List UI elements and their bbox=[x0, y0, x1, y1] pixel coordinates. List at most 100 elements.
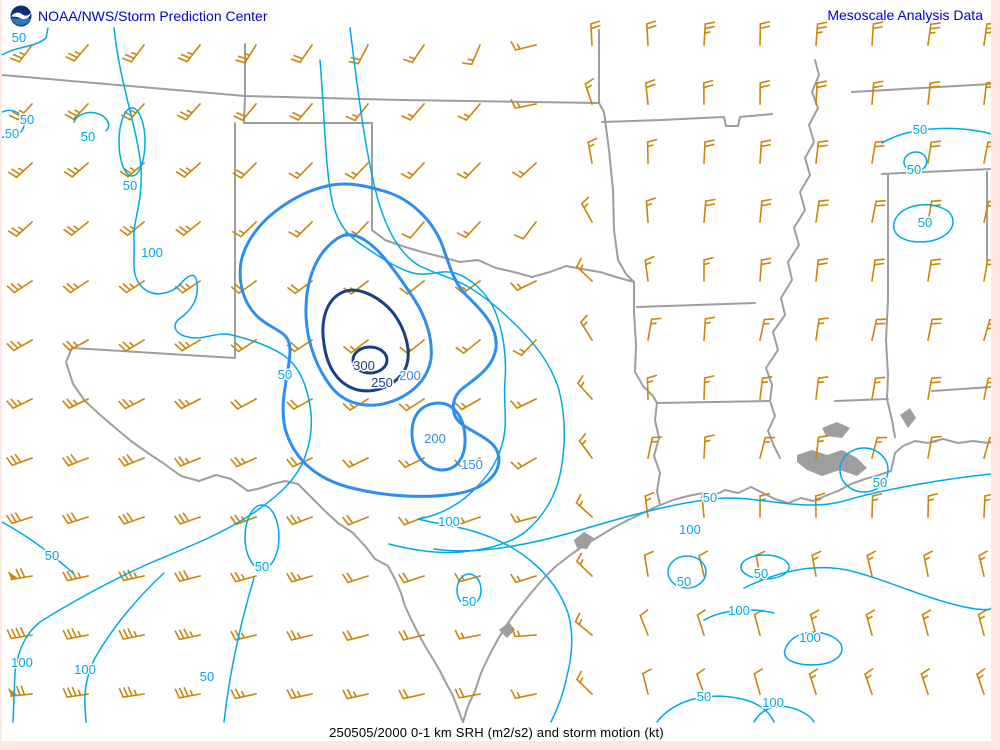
wind-barb bbox=[983, 259, 991, 282]
wind-barb bbox=[117, 512, 146, 526]
wind-barb bbox=[455, 338, 482, 355]
wind-barb bbox=[584, 77, 595, 106]
header-title-link[interactable]: NOAA/NWS/Storm Prediction Center bbox=[38, 8, 268, 24]
wind-barb bbox=[576, 374, 594, 401]
wind-barb bbox=[575, 552, 594, 578]
wind-barb bbox=[341, 572, 370, 584]
wind-barb bbox=[402, 43, 426, 64]
wind-barb bbox=[920, 667, 931, 696]
contour-label-100: 100 bbox=[141, 245, 163, 260]
wind-barb bbox=[510, 397, 538, 410]
border-nm-tx bbox=[71, 122, 236, 359]
border-ok-ar-tx-sabine bbox=[633, 281, 661, 506]
wind-barb bbox=[703, 21, 716, 46]
contour-50-nm-tall-oval bbox=[118, 107, 146, 177]
wind-barb bbox=[454, 397, 482, 411]
contour-label-50: 50 bbox=[873, 475, 887, 490]
wind-barb bbox=[232, 220, 258, 238]
wind-barb bbox=[927, 140, 942, 164]
coastal-water-bodies bbox=[499, 408, 916, 638]
wind-barb bbox=[6, 338, 34, 352]
wind-barb bbox=[983, 200, 991, 223]
wind-barb bbox=[117, 454, 146, 467]
wind-barb bbox=[62, 338, 90, 352]
contour-50-setx-oval bbox=[456, 573, 482, 607]
contour-label-250: 250 bbox=[371, 375, 393, 390]
wind-barb bbox=[232, 161, 258, 180]
wind-barb bbox=[5, 511, 34, 525]
contour-label-50: 50 bbox=[697, 689, 711, 704]
wind-barb bbox=[174, 279, 202, 294]
wind-barb bbox=[703, 316, 716, 341]
border-mo-ar bbox=[601, 113, 773, 127]
wind-barb bbox=[575, 257, 594, 283]
wind-barb bbox=[983, 493, 991, 518]
contour-100-gulf-squiggle bbox=[703, 609, 775, 621]
contour-label-50: 50 bbox=[677, 574, 691, 589]
wind-barb bbox=[345, 102, 370, 122]
contour-label-50: 50 bbox=[81, 129, 95, 144]
wind-barb bbox=[927, 318, 943, 341]
wind-barb bbox=[344, 161, 370, 180]
border-ar-la bbox=[656, 400, 771, 404]
contour-label-200: 200 bbox=[424, 431, 446, 446]
arkansas-river bbox=[636, 302, 756, 308]
wind-barb bbox=[646, 374, 658, 400]
wind-barb bbox=[6, 279, 34, 294]
wind-barb bbox=[871, 140, 886, 164]
mesoscale-analysis-data-link[interactable]: Mesoscale Analysis Data bbox=[827, 7, 983, 23]
wind-barb bbox=[456, 161, 482, 180]
contour-100-mexico bbox=[84, 572, 165, 723]
wind-barb bbox=[5, 453, 34, 467]
wind-barb bbox=[927, 22, 941, 46]
wind-barb bbox=[703, 139, 715, 164]
wind-barb bbox=[977, 609, 988, 636]
wind-barb bbox=[342, 456, 370, 469]
wind-barb bbox=[580, 196, 594, 224]
wind-barb bbox=[290, 43, 314, 64]
wind-barb bbox=[815, 434, 829, 459]
contour-label-50: 50 bbox=[918, 215, 932, 230]
wind-barb bbox=[871, 492, 883, 518]
wind-barb bbox=[808, 667, 819, 696]
wind-barb bbox=[454, 687, 481, 699]
wind-barb bbox=[696, 608, 707, 637]
wind-barb bbox=[509, 573, 538, 584]
wind-barb bbox=[759, 436, 776, 459]
wind-barb bbox=[286, 571, 313, 583]
contour-50-mexico bbox=[223, 577, 255, 723]
contour-50-tn-wavy bbox=[881, 127, 991, 144]
contour-100-west bbox=[12, 27, 313, 723]
contour-100-gulf-loop bbox=[783, 631, 843, 666]
wind-barb bbox=[759, 257, 772, 282]
wind-barb bbox=[397, 572, 426, 584]
wind-barb bbox=[174, 397, 202, 410]
wind-barb bbox=[871, 258, 885, 282]
gulf-coastline bbox=[462, 438, 991, 723]
corpus-christi-bay bbox=[499, 622, 515, 638]
wind-barb bbox=[574, 612, 594, 637]
mississippi-delta bbox=[797, 450, 867, 476]
contour-50-gulf-arc bbox=[656, 695, 775, 723]
wind-barb bbox=[230, 397, 258, 411]
map-caption: 250505/2000 0-1 km SRH (m2/s2) and storm… bbox=[329, 725, 664, 740]
wind-barb bbox=[645, 20, 657, 46]
wind-barb bbox=[62, 279, 90, 294]
contour-250-main bbox=[321, 288, 410, 393]
wind-barb bbox=[120, 102, 146, 121]
contour-label-50: 50 bbox=[20, 112, 34, 127]
header-left: NOAA/NWS/Storm Prediction Center bbox=[10, 5, 268, 27]
wind-barb bbox=[702, 79, 714, 105]
wind-barb bbox=[759, 318, 775, 341]
wind-barb bbox=[645, 197, 656, 223]
page-header: NOAA/NWS/Storm Prediction Center Mesosca… bbox=[2, 2, 991, 28]
wind-barb bbox=[815, 199, 829, 223]
contour-50-stx-oval bbox=[244, 504, 280, 570]
contour-label-50: 50 bbox=[278, 367, 292, 382]
contour-200-main bbox=[304, 233, 433, 407]
border-tn-ms-al bbox=[881, 168, 991, 175]
wind-barb bbox=[7, 161, 34, 179]
wind-barb bbox=[64, 102, 90, 121]
mesoanalysis-map: 300 250 200 200 150 100 100 100 100 100 100 100 100 5… bbox=[2, 20, 991, 723]
